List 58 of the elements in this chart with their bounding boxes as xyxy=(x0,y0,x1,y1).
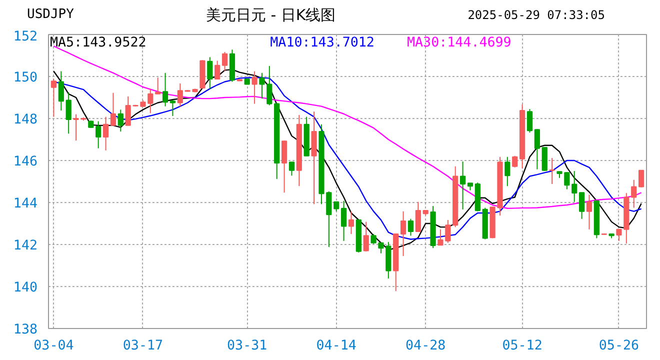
candlestick xyxy=(177,82,183,107)
x-tick-label: 04-14 xyxy=(316,338,356,354)
candlestick xyxy=(207,56,213,90)
y-tick-label: 150 xyxy=(13,70,38,86)
candlestick xyxy=(460,161,466,210)
candlestick xyxy=(340,200,347,242)
candlestick xyxy=(348,210,354,234)
x-tick-label: 03-04 xyxy=(34,338,74,354)
text: MA30:144.4699 xyxy=(407,36,512,50)
candlestick xyxy=(542,146,548,172)
candlestick xyxy=(102,116,109,151)
x-tick-label: 03-31 xyxy=(227,338,268,354)
y-tick-label: 144 xyxy=(13,196,38,212)
y-tick-label: 138 xyxy=(13,322,38,338)
chart-subtitle: USDJPY xyxy=(26,6,74,24)
candlestick xyxy=(572,170,578,202)
candlestick xyxy=(252,70,258,104)
candlestick xyxy=(281,140,288,194)
candlestick xyxy=(50,78,57,118)
candlestick xyxy=(512,155,518,168)
candlestick xyxy=(162,72,168,107)
candlestick xyxy=(58,70,64,112)
text: 2025-05-29 07:33:05 xyxy=(468,7,605,24)
x-tick-label: 05-26 xyxy=(598,338,640,354)
candlestick xyxy=(118,109,124,132)
candlestick xyxy=(400,210,406,257)
candlestick xyxy=(631,179,637,208)
y-tick-label: 142 xyxy=(13,238,38,254)
candlestick xyxy=(616,228,622,242)
candlestick xyxy=(334,201,340,212)
candlestick xyxy=(578,192,585,220)
candlestick xyxy=(66,92,72,134)
x-tick-label: 05-12 xyxy=(502,338,542,354)
candlestick xyxy=(214,60,220,80)
candlestick xyxy=(638,170,644,188)
candlestick xyxy=(110,92,116,126)
x-tick-label: 03-17 xyxy=(122,338,164,354)
text: MA10:143.7012 xyxy=(270,36,374,50)
candlestick xyxy=(170,100,176,116)
candlestick xyxy=(534,128,540,170)
x-tick-label: 04-28 xyxy=(406,338,446,354)
y-tick-label: 152 xyxy=(13,30,38,44)
chart-title: 美元日元 - 日K线图 xyxy=(206,5,336,26)
y-tick-label: 140 xyxy=(13,280,38,296)
candlestick xyxy=(549,157,555,185)
candlestick xyxy=(415,201,421,232)
candlestick xyxy=(586,194,592,230)
candlestick xyxy=(408,218,414,236)
candlestick xyxy=(363,221,369,252)
candlestick xyxy=(288,162,295,176)
candlestick xyxy=(504,156,510,187)
y-tick-label: 148 xyxy=(13,112,38,128)
candlestick xyxy=(526,108,533,134)
candlestick xyxy=(222,51,228,72)
y-tick-label: 146 xyxy=(13,154,38,170)
series-label: MA5:143.9522 xyxy=(50,36,146,50)
candlestick xyxy=(155,77,161,94)
candlestick xyxy=(96,120,102,149)
